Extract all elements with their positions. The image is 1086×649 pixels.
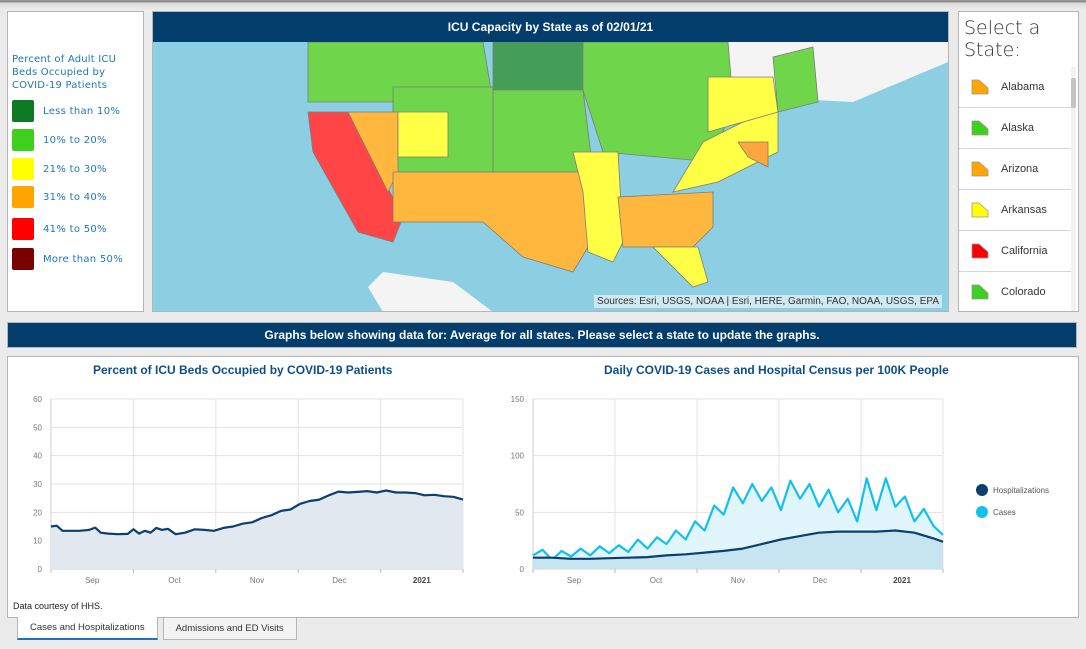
tab-admissions-and-ed-visits[interactable]: Admissions and ED Visits: [162, 617, 297, 640]
legend-swatch: [12, 100, 34, 122]
graphs-banner: Graphs below showing data for: Average f…: [7, 322, 1077, 348]
state-item-california[interactable]: California: [959, 231, 1071, 272]
state-florida: [652, 246, 709, 288]
legend-label: 10% to 20%: [43, 134, 107, 146]
legend-item: Less than 10%: [12, 100, 142, 122]
series-line-cases: [532, 477, 944, 561]
y-tick-label: 0: [520, 565, 525, 574]
us-map[interactable]: [153, 42, 948, 312]
x-tick-label: Nov: [731, 576, 745, 585]
x-tick-label: Oct: [650, 576, 663, 585]
window-top-bar: [0, 0, 1086, 10]
y-tick-label: 50: [515, 508, 524, 517]
state-item-colorado[interactable]: Colorado: [959, 272, 1071, 311]
x-tick-label: Dec: [332, 576, 346, 585]
cases-hospital-chart[interactable]: 0 50 100 150 Sep Oct Nov Dec 2021: [488, 387, 958, 592]
state-name: California: [1001, 245, 1048, 257]
legend-label: More than 50%: [43, 253, 123, 265]
y-tick-label: 100: [511, 452, 525, 461]
cases-dot-icon: [976, 506, 988, 518]
y-tick-label: 40: [33, 452, 42, 461]
state-shape-icon: [971, 243, 989, 259]
state-name: Arkansas: [1001, 204, 1047, 216]
state-item-alabama[interactable]: Alabama: [959, 67, 1071, 108]
legend-item-cases[interactable]: Cases: [976, 501, 1049, 523]
state-shape-icon: [971, 161, 989, 177]
legend-label: 21% to 30%: [43, 163, 107, 175]
state-name: Arizona: [1001, 163, 1039, 175]
legend-item-hospitalizations[interactable]: Hospitalizations: [976, 479, 1049, 501]
hospitalizations-dot-icon: [976, 484, 988, 496]
legend-item: 31% to 40%: [12, 186, 142, 208]
state-utah: [397, 111, 449, 158]
legend-item: 21% to 30%: [12, 158, 142, 180]
x-tick-label: Sep: [567, 576, 582, 585]
legend-swatch: [12, 129, 34, 151]
icu-occupancy-chart[interactable]: 0 10 20 30 40 50 60 Sep Oct Nov Dec 2021: [8, 387, 478, 592]
state-name: Alabama: [1001, 81, 1045, 93]
series-line-icu-occupied: [50, 489, 464, 536]
x-tick-label: Nov: [250, 576, 264, 585]
x-tick-label: Oct: [168, 576, 181, 585]
state-shape-icon: [971, 284, 989, 300]
legend-swatch: [12, 158, 34, 180]
state-selector-title: Select a State:: [964, 17, 1041, 61]
charts-panel: Percent of ICU Beds Occupied by COVID-19…: [7, 356, 1079, 618]
data-courtesy: Data courtesy of HHS.: [13, 601, 103, 611]
legend-label: Less than 10%: [43, 105, 121, 117]
legend-item: 10% to 20%: [12, 129, 142, 151]
legend-swatch: [12, 186, 34, 208]
y-tick-label: 0: [38, 565, 43, 574]
map-legend-panel: Percent of Adult ICU Beds Occupied by CO…: [7, 11, 144, 312]
x-tick-label: Dec: [813, 576, 827, 585]
y-tick-label: 60: [33, 395, 42, 404]
y-tick-label: 20: [33, 508, 42, 517]
map-attribution: Sources: Esri, USGS, NOAA | Esri, HERE, …: [594, 295, 942, 308]
y-tick-label: 10: [33, 537, 42, 546]
legend-label: 41% to 50%: [43, 223, 107, 235]
x-tick-label: 2021: [413, 576, 431, 585]
state-shape-icon: [971, 120, 989, 136]
state-new-england: [772, 46, 819, 113]
chart-tabs: Cases and Hospitalizations Admissions and…: [17, 617, 302, 640]
y-tick-label: 150: [511, 395, 525, 404]
icu-chart-title: Percent of ICU Beds Occupied by COVID-19…: [93, 363, 393, 377]
scrollbar-thumb[interactable]: [1071, 78, 1076, 108]
legend-title: Percent of Adult ICU Beds Occupied by CO…: [12, 54, 117, 91]
state-name: Colorado: [1001, 286, 1046, 298]
state-name: Alaska: [1001, 122, 1035, 134]
y-tick-label: 30: [33, 480, 42, 489]
legend-item: More than 50%: [12, 248, 142, 270]
legend-swatch: [12, 218, 34, 240]
map-title: ICU Capacity by State as of 02/01/21: [153, 12, 948, 42]
state-mo-ar-la: [572, 151, 624, 263]
state-item-arizona[interactable]: Arizona: [959, 149, 1071, 190]
y-tick-label: 50: [33, 423, 42, 432]
state-shape-icon: [971, 79, 989, 95]
state-southeast: [617, 191, 714, 248]
cases-chart-legend: Hospitalizations Cases: [976, 479, 1049, 523]
state-maryland: [737, 141, 769, 168]
state-item-alaska[interactable]: Alaska: [959, 108, 1071, 149]
state-list-scrollbar[interactable]: [1071, 67, 1076, 311]
x-tick-label: Sep: [85, 576, 100, 585]
state-selector-panel: Select a State: Alabama Alaska Arizona Arka…: [958, 11, 1079, 312]
legend-label: 31% to 40%: [43, 191, 107, 203]
tab-cases-and-hospitalizations[interactable]: Cases and Hospitalizations: [17, 617, 158, 640]
cases-chart-title: Daily COVID-19 Cases and Hospital Census…: [604, 363, 949, 377]
x-tick-label: 2021: [893, 576, 911, 585]
state-list: Alabama Alaska Arizona Arkansas California Co…: [959, 67, 1071, 311]
series-line-hospitalizations: [533, 529, 944, 560]
state-shape-icon: [971, 202, 989, 218]
state-dakotas: [492, 42, 584, 91]
state-shapes: [307, 42, 819, 288]
series-area-icu-occupied: [51, 490, 463, 569]
map-panel: ICU Capacity by State as of 02/01/21 Sou: [152, 11, 949, 312]
mexico-land: [368, 272, 492, 311]
state-item-arkansas[interactable]: Arkansas: [959, 190, 1071, 231]
legend-swatch: [12, 248, 34, 270]
legend-item: 41% to 50%: [12, 218, 142, 240]
